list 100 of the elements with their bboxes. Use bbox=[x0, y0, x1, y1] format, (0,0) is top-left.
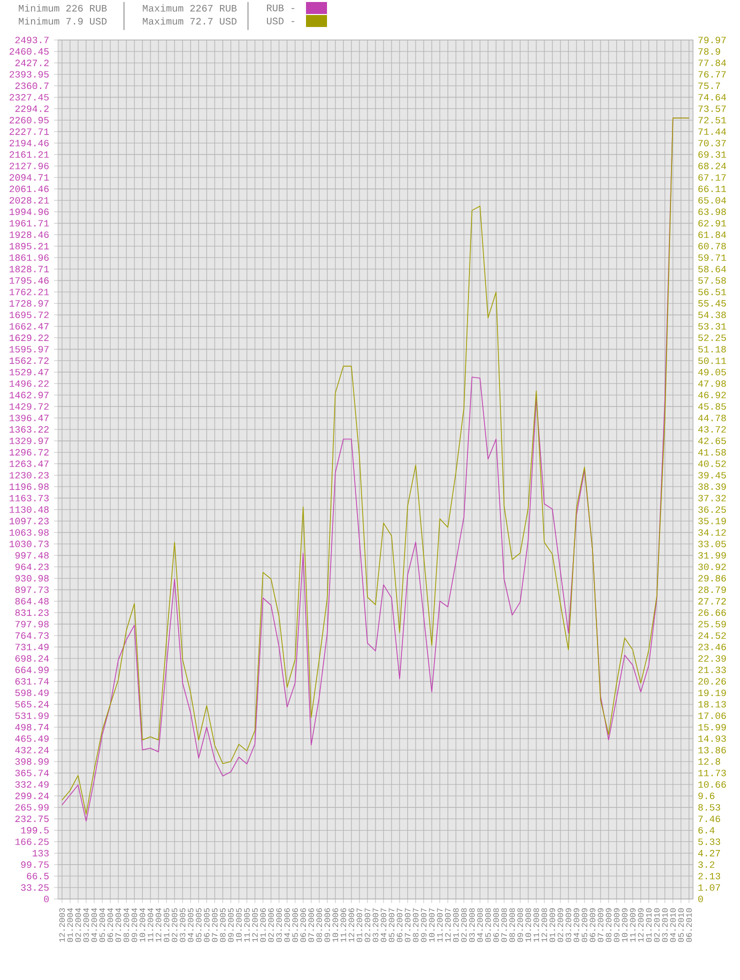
x-tick-label: 01.2004 bbox=[67, 908, 73, 942]
x-tick-label: 09.2009 bbox=[614, 908, 620, 942]
x-tick-label: 01.2009 bbox=[550, 908, 556, 942]
x-tick-label: 05.2005 bbox=[196, 908, 202, 942]
y2-tick-label: 31.99 bbox=[698, 552, 726, 559]
y-tick-label: 2493.7 bbox=[15, 36, 49, 44]
y2-tick-label: 25.59 bbox=[698, 620, 726, 628]
text: Maximum 72.7 USD bbox=[142, 17, 236, 25]
y2-tick-label: 3.2 bbox=[698, 861, 714, 868]
y-tick-label: 1861.96 bbox=[10, 254, 49, 261]
x-tick-label: 05.2008 bbox=[485, 908, 491, 942]
y-tick-label: 1662.47 bbox=[10, 323, 49, 330]
x-tick-label: 01.2007 bbox=[356, 908, 362, 942]
x-tick-label: 02.2006 bbox=[268, 908, 274, 942]
y-tick-label: 2194.46 bbox=[10, 140, 49, 146]
x-tick-label: 02.2005 bbox=[172, 908, 178, 942]
y2-tick-label: 14.93 bbox=[698, 735, 726, 742]
y-tick-label: 1230.23 bbox=[10, 472, 49, 478]
y-tick-label: 731.49 bbox=[15, 644, 49, 650]
y-tick-label: 797.98 bbox=[15, 620, 49, 628]
x-tick-label: 06.2009 bbox=[590, 908, 596, 942]
y2-tick-label: 30.92 bbox=[698, 564, 726, 570]
y-tick-label: 2028.21 bbox=[10, 197, 49, 204]
y-tick-label: 299.24 bbox=[15, 792, 49, 800]
y-tick-label: 465.49 bbox=[15, 735, 49, 742]
y-tick-label: 0 bbox=[44, 896, 49, 902]
y2-tick-label: 40.52 bbox=[698, 460, 726, 467]
y2-tick-label: 74.64 bbox=[698, 94, 726, 100]
y-tick-label: 166.25 bbox=[15, 838, 49, 845]
y2-tick-label: 11.73 bbox=[698, 770, 726, 776]
y-tick-label: 498.74 bbox=[15, 724, 49, 730]
x-tick-label: 05.2004 bbox=[99, 908, 106, 942]
x-tick-label: 06.2004 bbox=[107, 908, 114, 942]
y2-tick-label: 45.85 bbox=[698, 403, 726, 410]
y2-tick-label: 71.44 bbox=[698, 128, 726, 135]
y-tick-label: 1695.72 bbox=[10, 312, 49, 318]
y2-tick-label: 77.84 bbox=[698, 60, 726, 66]
y2-tick-label: 21.33 bbox=[698, 666, 726, 674]
y-tick-label: 531.99 bbox=[15, 712, 49, 719]
y-tick-label: 698.24 bbox=[15, 655, 49, 662]
y2-tick-label: 62.91 bbox=[698, 220, 726, 226]
y2-tick-label: 52.25 bbox=[698, 334, 726, 341]
y2-tick-label: 59.71 bbox=[698, 254, 726, 261]
y-tick-label: 1595.97 bbox=[10, 346, 49, 352]
x-tick-label: 10.2005 bbox=[236, 908, 242, 942]
y2-tick-label: 20.26 bbox=[698, 678, 726, 685]
x-tick-label: 09.2007 bbox=[420, 908, 427, 942]
y2-tick-label: 47.98 bbox=[698, 380, 726, 387]
x-tick-label: 12.2009 bbox=[638, 908, 644, 942]
y2-tick-label: 5.33 bbox=[698, 838, 720, 845]
y2-tick-label: 4.27 bbox=[698, 850, 720, 856]
y-tick-label: 565.24 bbox=[15, 701, 49, 708]
y2-tick-label: 44.78 bbox=[698, 414, 726, 422]
y2-tick-label: 65.04 bbox=[698, 197, 726, 204]
y-tick-label: 1063.98 bbox=[10, 529, 49, 536]
y2-tick-label: 18.13 bbox=[698, 700, 726, 708]
y2-tick-label: 41.58 bbox=[698, 449, 726, 456]
y2-tick-label: 49.05 bbox=[698, 368, 726, 376]
y2-tick-label: 36.25 bbox=[698, 506, 726, 513]
y2-tick-label: 46.92 bbox=[698, 392, 726, 398]
x-tick-label: 02.2007 bbox=[364, 908, 370, 942]
y2-tick-label: 8.53 bbox=[698, 804, 720, 811]
y-tick-label: 1928.46 bbox=[10, 231, 49, 238]
x-tick-label: 09.2004 bbox=[132, 908, 138, 942]
x-tick-label: 09.2006 bbox=[324, 908, 330, 942]
y-tick-label: 964.23 bbox=[15, 564, 49, 570]
x-tick-label: 02.2004 bbox=[75, 908, 81, 942]
x-tick-label: 06.2005 bbox=[204, 908, 210, 942]
x-tick-label: 05.2009 bbox=[582, 908, 588, 942]
y-tick-label: 1529.47 bbox=[10, 368, 49, 376]
y-tick-label: 864.48 bbox=[15, 598, 49, 604]
y2-tick-label: 13.86 bbox=[698, 746, 726, 754]
y-tick-label: 2360.7 bbox=[15, 82, 49, 90]
x-tick-label: 08.2008 bbox=[509, 908, 515, 942]
x-tick-label: 04.2009 bbox=[574, 908, 580, 942]
y-tick-label: 1296.72 bbox=[10, 449, 49, 456]
x-tick-label: 04.2004 bbox=[91, 908, 97, 942]
y-tick-label: 1629.22 bbox=[10, 334, 49, 342]
x-tick-label: 04.2010 bbox=[670, 908, 676, 942]
y-tick-label: 1728.97 bbox=[10, 300, 49, 307]
x-tick-label: 11.2008 bbox=[533, 908, 540, 942]
x-tick-label: 01.2006 bbox=[260, 908, 266, 942]
y2-tick-label: 55.45 bbox=[698, 300, 726, 307]
y2-tick-label: 33.05 bbox=[698, 540, 726, 548]
y-tick-label: 2327.45 bbox=[10, 94, 49, 101]
x-tick-label: 09.2005 bbox=[228, 908, 234, 942]
y-tick-label: 1196.98 bbox=[10, 483, 49, 490]
y2-tick-label: 22.39 bbox=[698, 655, 726, 662]
y2-tick-label: 51.18 bbox=[698, 346, 726, 352]
y2-tick-label: 61.84 bbox=[698, 231, 726, 238]
y-tick-label: 1097.23 bbox=[10, 518, 49, 524]
x-tick-label: 03.2008 bbox=[469, 908, 475, 942]
y2-tick-label: 73.57 bbox=[698, 105, 726, 112]
y-tick-label: 2127.96 bbox=[10, 162, 49, 170]
x-tick-label: 05.2006 bbox=[292, 908, 298, 942]
x-tick-label: 04.2008 bbox=[477, 908, 483, 942]
x-tick-label: 04.2006 bbox=[284, 908, 290, 942]
text: Minimum 7.9 USD bbox=[18, 17, 107, 25]
y-tick-label: 66.5 bbox=[26, 872, 49, 880]
y2-tick-label: 24.52 bbox=[698, 632, 726, 639]
